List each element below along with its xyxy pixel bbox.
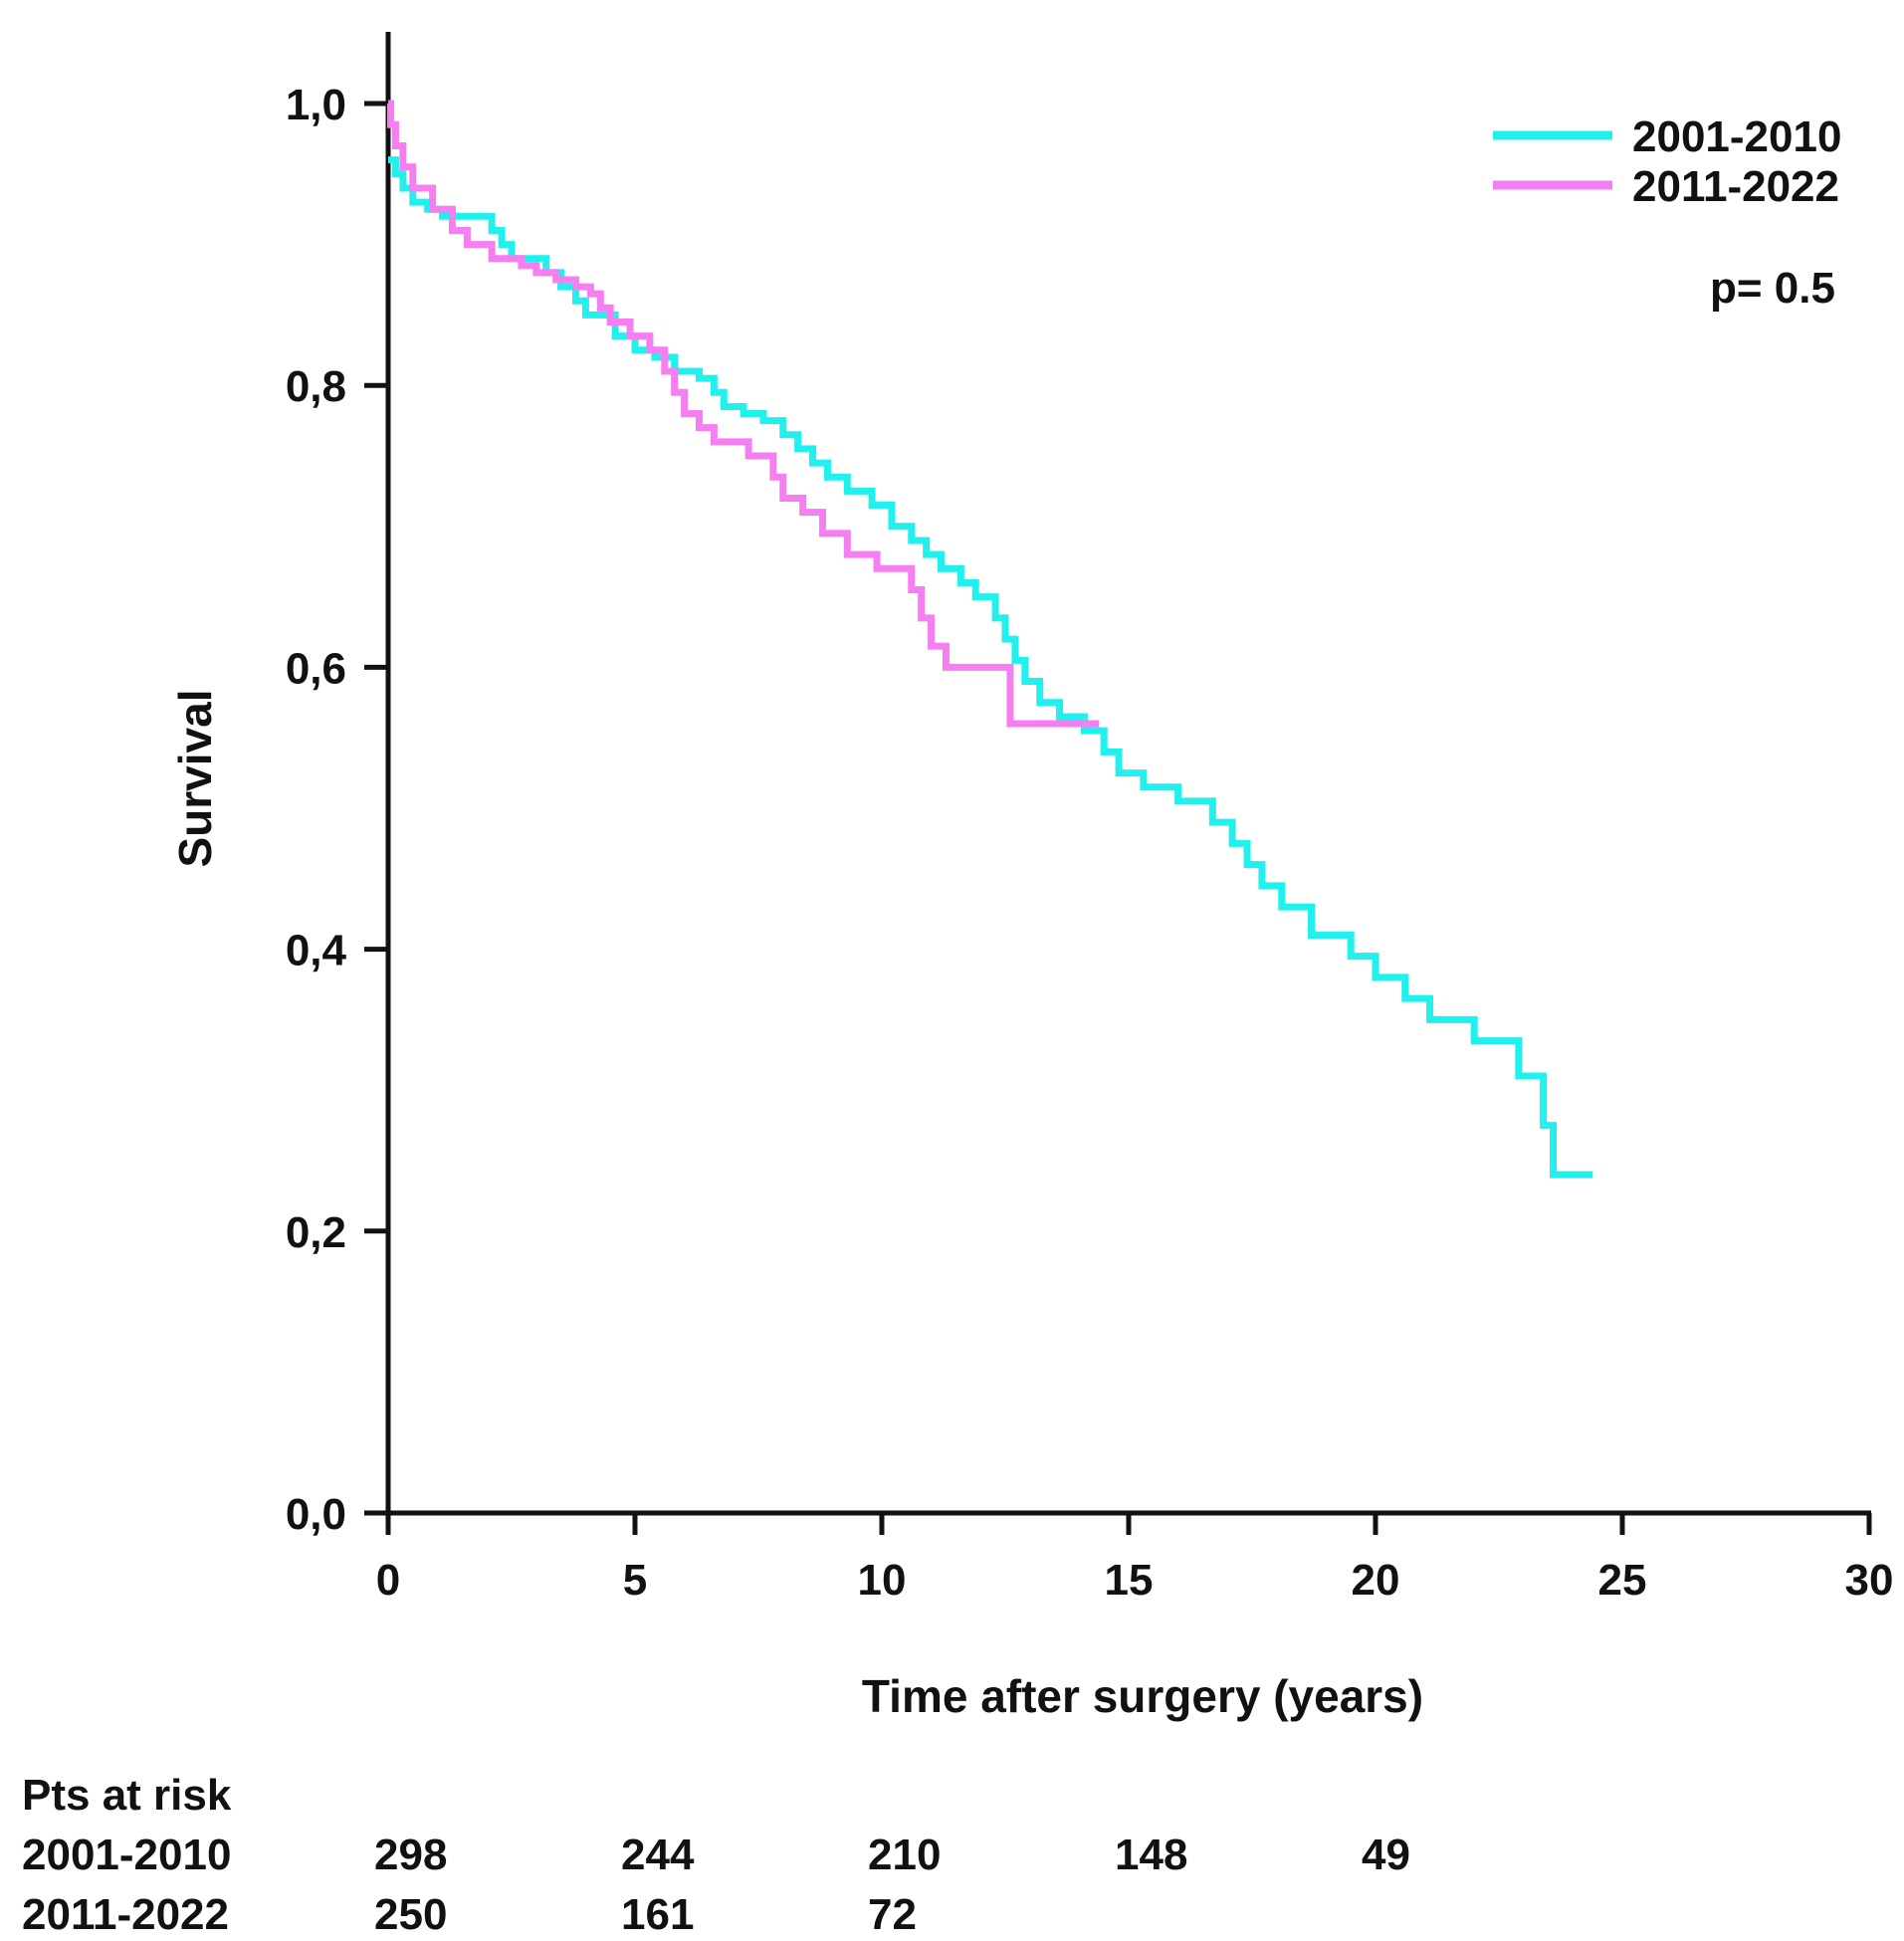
risk-table-title: Pts at risk <box>22 1771 232 1820</box>
risk-value: 298 <box>374 1831 447 1879</box>
y-tick-label: 0,2 <box>286 1208 346 1257</box>
y-tick-label: 0,0 <box>286 1490 346 1539</box>
x-tick-label: 20 <box>1352 1556 1400 1605</box>
risk-table: Pts at risk 2001-2010 298 244 210 148 49 2011-… <box>22 1771 1410 1939</box>
x-tick-label: 15 <box>1105 1556 1154 1605</box>
series-line-2011-2022 <box>386 100 1100 728</box>
risk-value: 250 <box>374 1890 447 1939</box>
risk-value: 148 <box>1115 1831 1187 1879</box>
p-value-annotation: p= 0.5 <box>1710 264 1835 313</box>
risk-value: 244 <box>621 1831 695 1879</box>
x-axis-title: Time after surgery (years) <box>862 1670 1423 1722</box>
legend-label: 2001-2010 <box>1632 112 1841 161</box>
y-axis: 0,0 0,2 0,4 0,6 0,8 1,0 <box>286 32 391 1539</box>
x-tick-label: 0 <box>376 1556 400 1605</box>
y-tick-label: 0,6 <box>286 644 346 693</box>
y-ticks: 0,0 0,2 0,4 0,6 0,8 1,0 <box>286 81 388 1539</box>
risk-value: 161 <box>621 1890 694 1939</box>
y-tick-label: 1,0 <box>286 81 346 129</box>
x-tick-label: 30 <box>1845 1556 1894 1605</box>
x-ticks: 0 5 10 15 20 25 30 <box>376 1513 1894 1605</box>
x-tick-label: 5 <box>623 1556 647 1605</box>
x-axis: 0 5 10 15 20 25 30 <box>376 1510 1894 1605</box>
risk-value: 72 <box>868 1890 917 1939</box>
x-tick-label: 25 <box>1598 1556 1647 1605</box>
risk-value: 49 <box>1362 1831 1410 1879</box>
risk-row-label: 2001-2010 <box>22 1831 231 1879</box>
y-axis-title: Survival <box>169 690 221 868</box>
y-tick-label: 0,8 <box>286 362 346 411</box>
legend-label: 2011-2022 <box>1632 162 1839 211</box>
y-tick-label: 0,4 <box>286 927 347 975</box>
risk-row-label: 2011-2022 <box>22 1890 229 1939</box>
risk-value: 210 <box>868 1831 941 1879</box>
x-tick-label: 10 <box>858 1556 907 1605</box>
series-lines <box>386 100 1593 1179</box>
